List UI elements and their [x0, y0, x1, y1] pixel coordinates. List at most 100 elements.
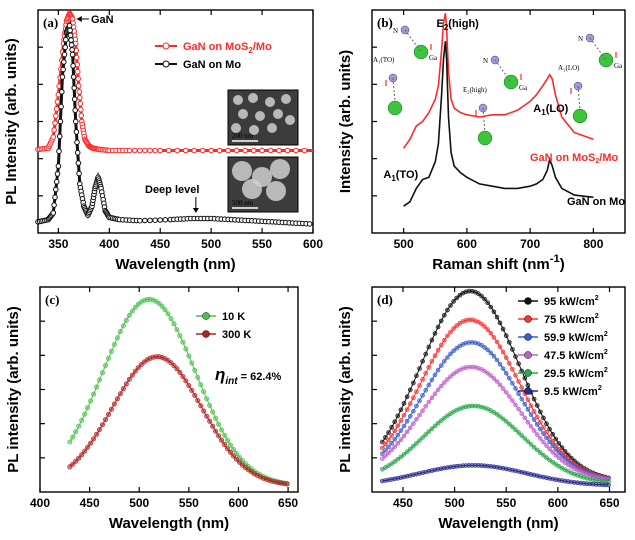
panel-a: 350 400 450 500 550 600 (a) Wavelength (nm) PL I…: [3, 9, 323, 273]
data-point: [488, 350, 494, 356]
data-point: [404, 449, 410, 455]
data-point: [213, 415, 219, 421]
panel-label: (a): [43, 15, 58, 30]
annotation-text: GaN: [91, 14, 114, 26]
data-point: [448, 374, 453, 379]
data-point: [177, 369, 183, 375]
panel-c: 400 450 500 550 600 650 (c) Wavelength (nm) PL i…: [5, 286, 299, 532]
data-point: [70, 74, 77, 80]
scale-label: 200 nm: [232, 132, 254, 140]
data-point: [242, 147, 248, 154]
data-point: [50, 210, 57, 216]
data-point: [547, 446, 552, 452]
data-point: [72, 107, 78, 114]
data-point: [152, 217, 158, 223]
data-point: [234, 456, 240, 462]
data-point: [94, 431, 100, 437]
data-point: [423, 432, 429, 437]
data-point: [198, 382, 204, 388]
data-point: [451, 371, 456, 377]
data-point: [531, 444, 537, 450]
x-axis-title: Wavelength (nm): [109, 515, 229, 532]
data-point: [398, 437, 404, 443]
data-point: [117, 391, 123, 397]
y-axis-title: Intensity (arb. units): [337, 50, 354, 193]
ga-atom: [413, 44, 429, 60]
data-point: [135, 365, 141, 371]
sem-grain: [270, 159, 290, 179]
data-point: [544, 421, 549, 427]
data-point: [441, 337, 447, 343]
data-point: [75, 160, 82, 166]
data-point: [162, 307, 168, 313]
scale-label: 500 nm: [232, 199, 254, 207]
data-point: [420, 408, 425, 414]
data-point: [510, 398, 515, 403]
data-point: [100, 370, 106, 376]
data-point: [513, 402, 518, 408]
data-point: [435, 387, 441, 393]
data-point: [219, 427, 225, 433]
atom-label: N: [393, 27, 398, 35]
data-point: [73, 458, 79, 464]
data-point: [479, 321, 484, 327]
data-point: [222, 442, 228, 448]
data-point: [398, 407, 404, 413]
data-point: [438, 318, 444, 324]
data-point: [482, 368, 487, 374]
data-point: [510, 347, 515, 352]
data-point: [165, 147, 172, 154]
data-point: [401, 433, 407, 439]
data-point: [479, 342, 484, 348]
legend-label: 95 kW/cm2: [544, 295, 599, 308]
data-point: [293, 147, 299, 154]
data-point: [76, 170, 82, 177]
data-point: [379, 456, 385, 462]
data-point: [276, 147, 282, 154]
data-point: [91, 436, 97, 442]
data-point: [228, 442, 234, 448]
data-point: [423, 387, 429, 393]
x-tick-label: 600: [303, 237, 323, 251]
data-point: [414, 441, 419, 446]
data-point: [506, 340, 512, 345]
data-point: [451, 326, 456, 331]
data-point: [519, 411, 525, 416]
panel-label: (c): [45, 292, 59, 307]
data-point: [228, 449, 234, 455]
data-point: [534, 403, 540, 408]
data-point: [494, 379, 500, 384]
legend-label: 10 K: [222, 311, 245, 323]
data-point: [168, 316, 174, 322]
data-point: [68, 42, 75, 48]
data-point: [534, 447, 540, 453]
data-point: [389, 424, 394, 430]
data-point: [522, 401, 528, 407]
bond: [589, 37, 607, 61]
legend-label: GaN on MoS2/Mo: [183, 41, 272, 55]
data-point: [142, 147, 148, 154]
data-point: [120, 386, 126, 392]
data-point: [547, 439, 552, 445]
data-point: [410, 408, 416, 414]
data-point: [189, 387, 195, 393]
data-point: [534, 422, 540, 427]
data-point: [231, 453, 237, 459]
data-point: [137, 217, 143, 224]
data-point: [216, 147, 223, 154]
data-point: [71, 96, 78, 102]
legend-label: 9.5 kW/cm2: [544, 385, 602, 398]
data-point: [157, 217, 163, 223]
y-axis-title: PL intensity (arb. units): [5, 306, 22, 472]
data-point: [204, 396, 210, 402]
atom-label: Ga: [519, 84, 528, 92]
data-point: [301, 147, 308, 154]
data-point: [198, 403, 204, 409]
panel-d: 450 500 550 600 650 (d) Wavelength (nm) PL inte…: [337, 286, 626, 532]
data-point: [216, 433, 222, 439]
data-point: [531, 396, 537, 402]
data-point: [525, 407, 531, 412]
data-point: [74, 149, 81, 156]
legend-label: 300 K: [222, 329, 251, 341]
data-point: [61, 51, 68, 58]
